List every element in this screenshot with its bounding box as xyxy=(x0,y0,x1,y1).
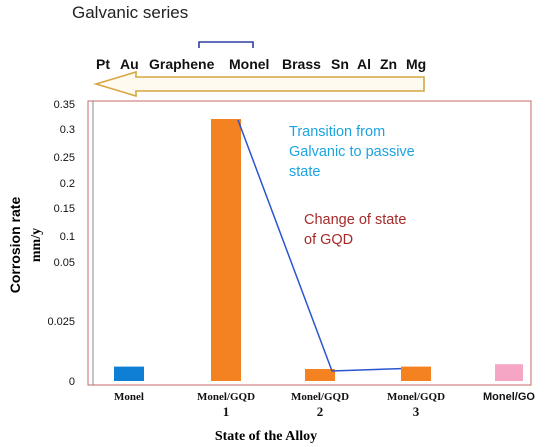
series-member: Graphene xyxy=(149,56,215,72)
x-tick-label: Monel xyxy=(114,391,144,403)
bars xyxy=(114,119,523,381)
series-member: Monel xyxy=(229,56,269,72)
y-axis-unit: mm/y xyxy=(29,228,44,262)
transition-annotation-line: Galvanic to passive xyxy=(289,144,415,160)
y-tick-label: 0.1 xyxy=(60,231,75,243)
galvanic-arrow xyxy=(93,70,425,98)
x-tick-label: Monel/GQD xyxy=(197,391,255,403)
bar xyxy=(401,366,431,381)
x-axis-label: State of the Alloy xyxy=(215,429,317,444)
x-tick-label: 2 xyxy=(317,404,324,419)
transition-annotation-line: Transition from xyxy=(289,124,385,140)
y-tick-label: 0.025 xyxy=(47,316,75,328)
transition-annotation-line: state xyxy=(289,164,320,180)
y-axis-label: Corrosion rate xyxy=(7,197,23,294)
x-tick-label: Monel/GO xyxy=(483,391,535,403)
y-tick-label: 0.2 xyxy=(60,178,75,190)
plot-frame xyxy=(87,100,532,386)
series-member: Au xyxy=(120,56,139,72)
change-annotation-line: Change of state xyxy=(304,212,406,228)
series-member: Pt xyxy=(96,56,110,72)
y-tick-label: 0.3 xyxy=(60,124,75,136)
galvanic-series-title: Galvanic series xyxy=(72,3,188,22)
y-tick-label: 0.15 xyxy=(54,203,75,215)
y-tick-label: 0.35 xyxy=(54,99,75,111)
y-tick-label: 0 xyxy=(69,376,75,388)
bar xyxy=(305,369,335,381)
transition-annotation: Transition from Galvanic to passive stat… xyxy=(289,124,419,180)
series-member: Al xyxy=(357,56,371,72)
y-tick-label: 0.05 xyxy=(54,257,75,269)
series-member: Mg xyxy=(406,56,426,72)
change-annotation-line: of GQD xyxy=(304,232,353,248)
x-tick-label: Monel/GQD xyxy=(387,391,445,403)
bar xyxy=(211,119,241,381)
change-annotation: Change of state of GQD xyxy=(304,212,410,248)
x-tick-label: 1 xyxy=(223,404,230,419)
series-member: Sn xyxy=(331,56,349,72)
series-member: Brass xyxy=(282,56,321,72)
y-tick-labels: 0 0.025 0.05 0.1 0.15 0.2 0.25 0.3 0.35 xyxy=(47,99,75,388)
x-tick-label: 3 xyxy=(413,404,420,419)
x-tick-label: Monel/GQD xyxy=(291,391,349,403)
galvanic-series-members: Pt Au Graphene Monel Brass Sn Al Zn Mg xyxy=(96,56,426,72)
bar xyxy=(495,364,523,381)
transition-line xyxy=(237,119,402,372)
y-tick-label: 0.25 xyxy=(54,152,75,164)
monel-bracket xyxy=(198,41,254,48)
bar xyxy=(114,366,144,381)
x-tick-labels: Monel Monel/GQD1Monel/GQD2Monel/GQD3Monel… xyxy=(114,391,535,419)
series-member: Zn xyxy=(380,56,397,72)
